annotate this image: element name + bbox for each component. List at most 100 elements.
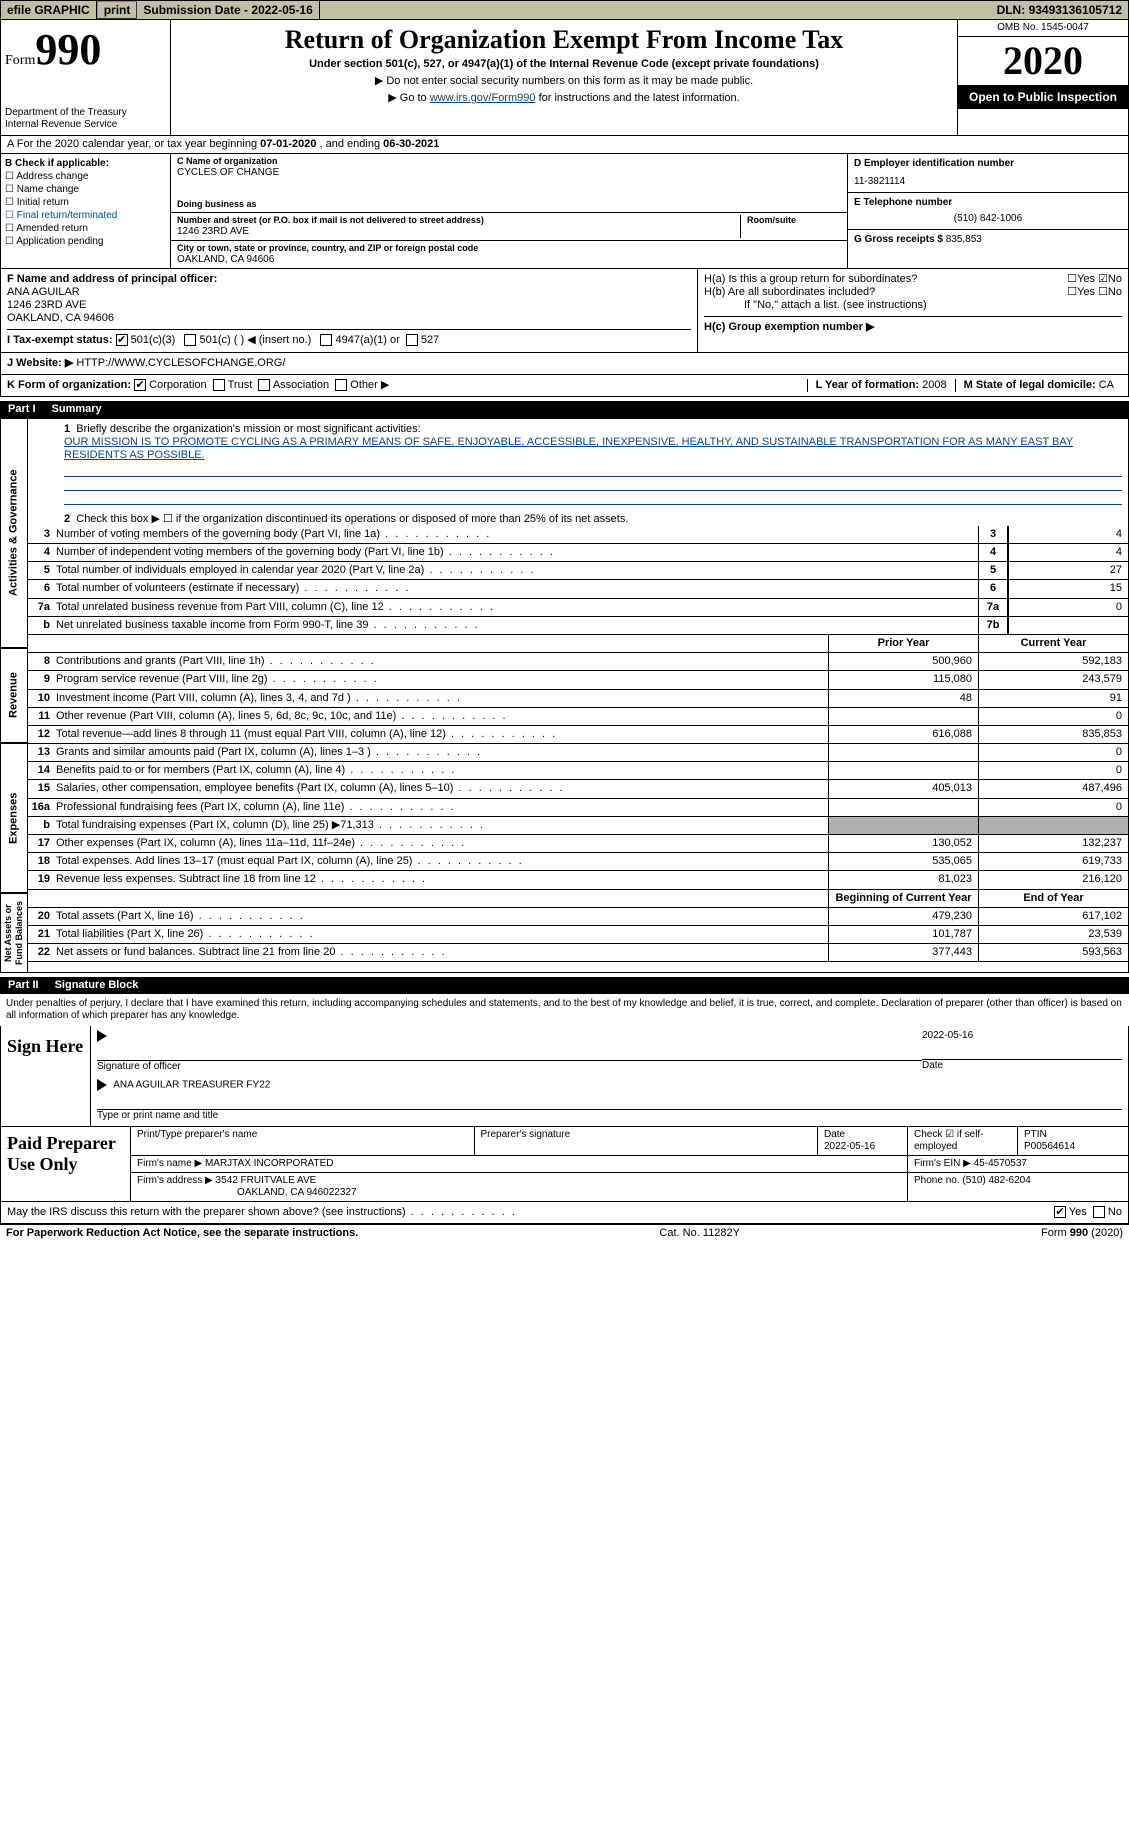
summary-line: 5 Total number of individuals employed i… — [28, 562, 1128, 580]
data-line: 9 Program service revenue (Part VIII, li… — [28, 671, 1128, 689]
footer-left: For Paperwork Reduction Act Notice, see … — [6, 1227, 358, 1240]
current-value: 0 — [978, 708, 1128, 725]
paid-preparer: Paid Preparer Use Only Print/Type prepar… — [0, 1127, 1129, 1202]
line-text: Total number of individuals employed in … — [56, 562, 978, 579]
line-ref: 4 — [978, 544, 1008, 561]
current-value: 592,183 — [978, 653, 1128, 670]
tax-status-row: I Tax-exempt status: ✔ 501(c)(3) 501(c) … — [7, 329, 691, 347]
chk-initial-return[interactable]: ☐ Initial return — [5, 197, 166, 209]
section-a-pre: A For the 2020 calendar year, or tax yea… — [7, 138, 260, 150]
line2-text: Check this box ▶ ☐ if the organization d… — [76, 513, 628, 525]
submission-label: Submission Date - — [143, 3, 251, 17]
line-num: 13 — [28, 744, 56, 761]
chk-corporation[interactable]: ✔ — [134, 379, 146, 391]
chk-527[interactable] — [406, 334, 418, 346]
line-num: 14 — [28, 762, 56, 779]
sig-date: 2022-05-16 — [922, 1030, 973, 1041]
tab-governance: Activities & Governance — [0, 418, 28, 648]
line-value: 15 — [1008, 580, 1128, 597]
chk-association[interactable] — [258, 379, 270, 391]
preparer-row-2: Firm's name ▶ MARJTAX INCORPORATED Firm'… — [131, 1156, 1128, 1173]
preparer-row-3: Firm's address ▶ 3542 FRUITVALE AVE OAKL… — [131, 1173, 1128, 1201]
l-label: L Year of formation: — [816, 379, 923, 391]
chk-amended[interactable]: ☐ Amended return — [5, 223, 166, 235]
l-section: L Year of formation: 2008 — [807, 379, 955, 392]
line-text: Revenue less expenses. Subtract line 18 … — [56, 871, 828, 888]
title-center: Return of Organization Exempt From Incom… — [171, 20, 958, 135]
prior-value: 500,960 — [828, 653, 978, 670]
chk-other[interactable] — [335, 379, 347, 391]
prior-value: 616,088 — [828, 726, 978, 743]
dept-label: Department of the Treasury Internal Reve… — [5, 107, 166, 131]
discuss-row: May the IRS discuss this return with the… — [0, 1202, 1129, 1224]
room-cell: Room/suite — [741, 215, 841, 238]
print-button[interactable]: print — [97, 1, 138, 19]
chk-discuss-no[interactable] — [1093, 1206, 1105, 1218]
data-line: 21 Total liabilities (Part X, line 26) 1… — [28, 926, 1128, 944]
city-label: City or town, state or province, country… — [177, 243, 841, 254]
hb-note: If "No," attach a list. (see instruction… — [704, 299, 1122, 312]
data-line: 12 Total revenue—add lines 8 through 11 … — [28, 726, 1128, 744]
current-value: 0 — [978, 744, 1128, 761]
data-line: 14 Benefits paid to or for members (Part… — [28, 762, 1128, 780]
firm-name: MARJTAX INCORPORATED — [205, 1158, 334, 1169]
data-line: 20 Total assets (Part X, line 16) 479,23… — [28, 908, 1128, 926]
line-text: Total unrelated business revenue from Pa… — [56, 599, 978, 616]
data-line: 16a Professional fundraising fees (Part … — [28, 799, 1128, 817]
signature-declaration: Under penalties of perjury, I declare th… — [0, 994, 1129, 1026]
netasset-lines: 20 Total assets (Part X, line 16) 479,23… — [28, 908, 1128, 963]
chk-name-change[interactable]: ☐ Name change — [5, 184, 166, 196]
mission-block: 1 Briefly describe the organization's mi… — [28, 419, 1128, 505]
street-cell: Number and street (or P.O. box if mail i… — [177, 215, 741, 238]
fh-row: F Name and address of principal officer:… — [0, 269, 1129, 353]
officer-signature-line[interactable] — [97, 1043, 922, 1061]
m-section: M State of legal domicile: CA — [955, 379, 1122, 392]
ptin-value: P00564614 — [1024, 1141, 1122, 1153]
hb-row: H(b) Are all subordinates included? ☐Yes… — [704, 286, 1122, 299]
prep-name-cell: Print/Type preparer's name — [131, 1127, 475, 1155]
line-text: Salaries, other compensation, employee b… — [56, 780, 828, 797]
paid-preparer-label: Paid Preparer Use Only — [1, 1127, 131, 1201]
tab-revenue: Revenue — [0, 648, 28, 743]
revenue-lines: 8 Contributions and grants (Part VIII, l… — [28, 653, 1128, 744]
tax-year-begin: 07-01-2020 — [260, 138, 316, 150]
line-text: Number of independent voting members of … — [56, 544, 978, 561]
city-state-zip: OAKLAND, CA 94606 — [177, 254, 841, 266]
current-value: 0 — [978, 762, 1128, 779]
line-text: Benefits paid to or for members (Part IX… — [56, 762, 828, 779]
chk-4947[interactable] — [320, 334, 332, 346]
firm-ein: 45-4570537 — [974, 1158, 1027, 1169]
chk-trust[interactable] — [213, 379, 225, 391]
dln-cell: DLN: 93493136105712 — [991, 1, 1128, 19]
chk-application-pending[interactable]: ☐ Application pending — [5, 236, 166, 248]
blank — [56, 635, 828, 652]
chk-501c3[interactable]: ✔ — [116, 334, 128, 346]
footer-mid: Cat. No. 11282Y — [659, 1227, 740, 1240]
line-text: Total assets (Part X, line 16) — [56, 908, 828, 925]
chk-address-change[interactable]: ☐ Address change — [5, 171, 166, 183]
tax-status-label: I Tax-exempt status: — [7, 334, 113, 346]
chk-501c[interactable] — [184, 334, 196, 346]
discuss-text: May the IRS discuss this return with the… — [7, 1206, 517, 1218]
data-line: 19 Revenue less expenses. Subtract line … — [28, 871, 1128, 889]
firm-addr-label: Firm's address ▶ — [137, 1175, 213, 1186]
part-2-header: Part II Signature Block — [0, 977, 1129, 994]
ptin-cell: PTIN P00564614 — [1018, 1127, 1128, 1155]
line-num: 21 — [28, 926, 56, 943]
expense-lines: 13 Grants and similar amounts paid (Part… — [28, 744, 1128, 890]
ha-row: H(a) Is this a group return for subordin… — [704, 273, 1122, 286]
data-line: 18 Total expenses. Add lines 13–17 (must… — [28, 853, 1128, 871]
irs-link[interactable]: www.irs.gov/Form990 — [430, 92, 536, 104]
prep-check-label: Check ☑ if self-employed — [914, 1129, 1011, 1153]
tax-year: 2020 — [958, 37, 1128, 86]
room-label: Room/suite — [747, 215, 841, 226]
prior-year-hdr: Prior Year — [828, 635, 978, 652]
line-text: Program service revenue (Part VIII, line… — [56, 671, 828, 688]
addr-label: Number and street (or P.O. box if mail i… — [177, 215, 734, 226]
col-b-title: B Check if applicable: — [5, 158, 166, 170]
column-d: D Employer identification number 11-3821… — [848, 154, 1128, 267]
chk-final-return[interactable]: ☐ Final return/terminated — [5, 210, 166, 222]
prep-sig-cell: Preparer's signature — [475, 1127, 819, 1155]
prep-sig-label: Preparer's signature — [481, 1129, 812, 1141]
chk-discuss-yes[interactable]: ✔ — [1054, 1206, 1066, 1218]
